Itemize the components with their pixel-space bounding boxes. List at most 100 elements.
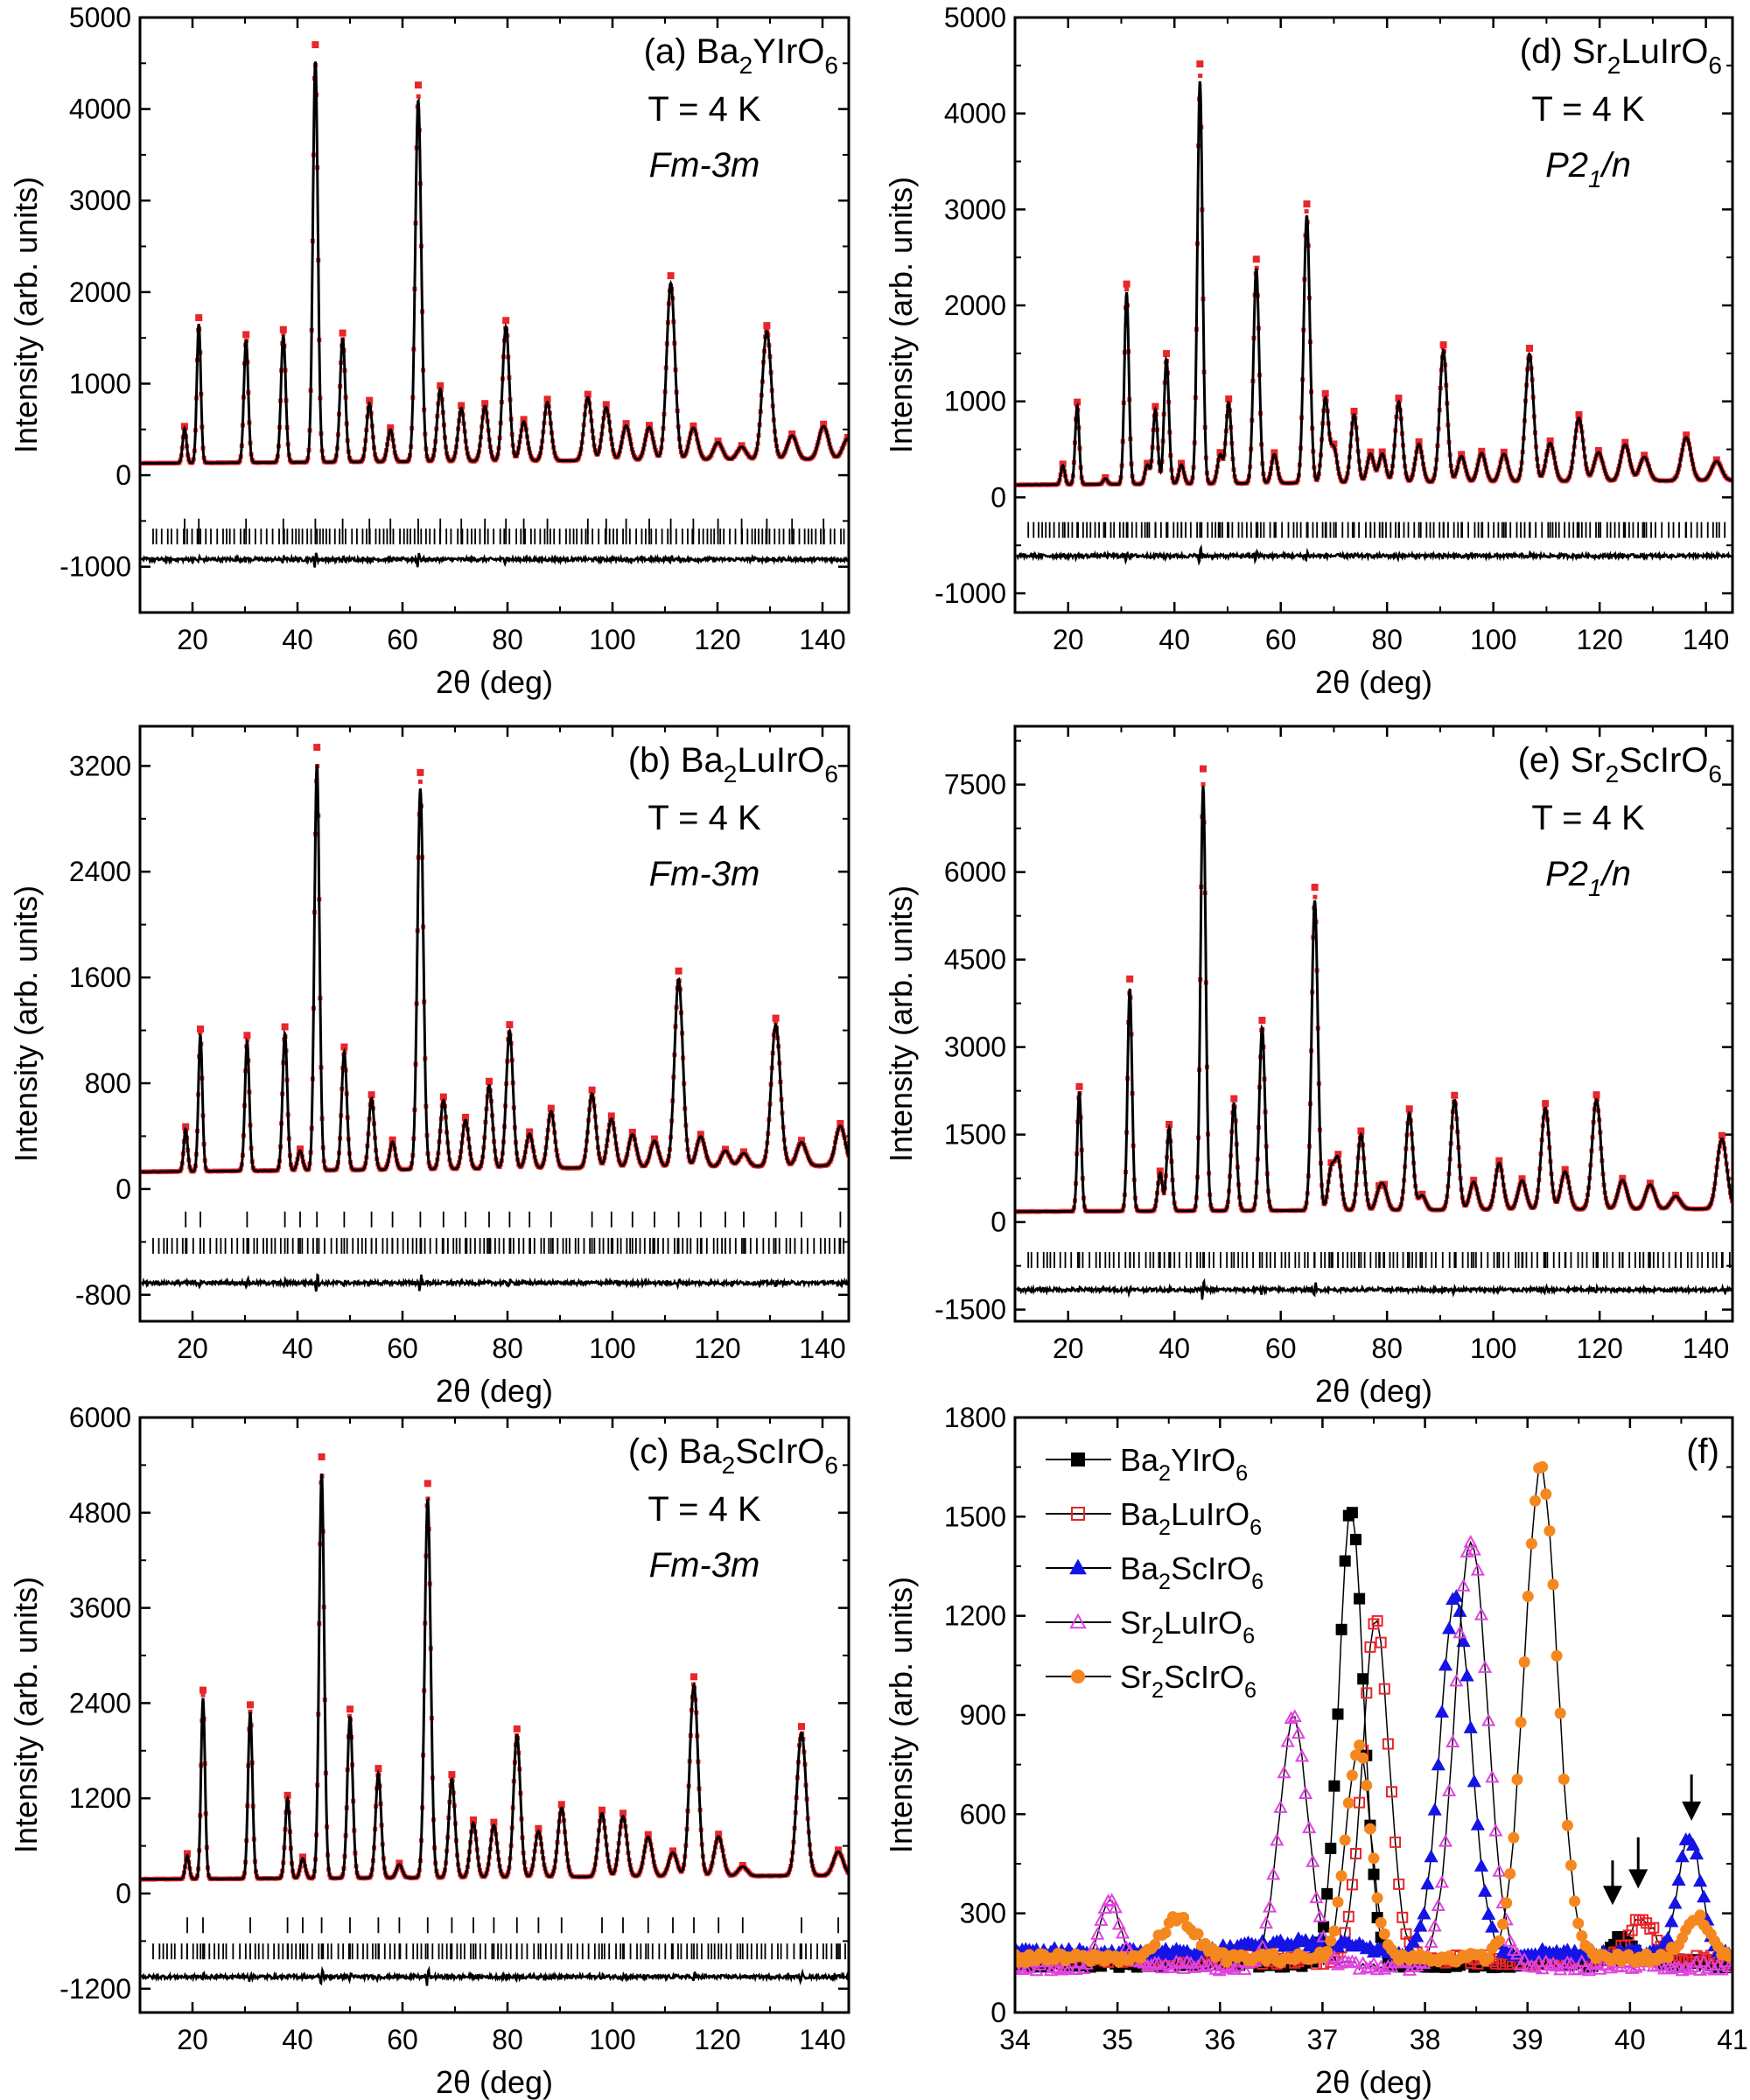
panel-letter: (a) [644,32,696,71]
observed-peak-point [557,1801,565,1809]
observed-series [1015,781,1732,1214]
observed-peak-point [1350,408,1358,415]
x-tick-label: 140 [799,1333,845,1364]
x-tick-label: 100 [1470,1333,1516,1364]
observed-peak-point [1594,447,1602,454]
y-tick-label: 1000 [944,386,1006,417]
x-tick-label: 80 [1371,1333,1403,1364]
observed-peak-point [690,1673,697,1681]
observed-peak-point [197,1026,204,1032]
y-tick-label: 5000 [69,2,131,33]
observed-peak-point [1478,447,1486,455]
plot-area [140,41,849,568]
x-tick-label: 20 [177,624,208,655]
observed-point [417,779,423,784]
bragg-tick-row [152,1237,845,1254]
observed-peak-point [1378,448,1386,456]
observed-point [774,1019,778,1025]
difference-line [1015,543,1732,566]
calculated-line [1016,80,1732,486]
x-tick-label: 140 [1683,1333,1729,1364]
x-tick-label: 120 [1576,1333,1622,1364]
observed-peak-point [195,314,203,322]
observed-peak-point [1196,60,1204,68]
y-tick-label: 1000 [69,368,131,399]
y-axis-label: Intensity (arb. units) [8,177,44,453]
observed-peak-point [820,420,828,428]
observed-peak-point [798,1137,805,1144]
x-tick-label: 140 [799,624,845,655]
calculated-line [141,1474,849,1881]
text-segment: Fm-3m [649,146,760,185]
plot-area [1015,60,1732,566]
observed-peak-point [481,400,489,408]
observed-peak-point [1683,431,1690,439]
x-tick-label: 120 [694,624,740,655]
y-tick-label: 4000 [944,98,1006,130]
text-segment: Ba [696,32,740,71]
observed-peak-point [1575,411,1583,418]
x-tick-label: 120 [694,1333,740,1364]
difference-line [140,1965,849,1986]
observed-peak-point [1641,452,1648,459]
y-axis-label: Intensity (arb. units) [8,886,44,1162]
observed-peak-point [366,396,374,404]
observed-peak-point [1395,394,1403,402]
observed-peak-point [1458,451,1466,458]
observed-peak-point [415,81,422,89]
observed-peak-point [462,1113,469,1121]
observed-peak-point [651,1135,658,1143]
observed-peak-point [346,1705,354,1713]
y-tick-label: 0 [116,1173,131,1205]
observed-peak-point [1500,448,1508,456]
observed-peak-point [424,1480,431,1488]
observed-peak-point [439,1093,447,1101]
text-segment: P2 [1545,146,1588,185]
panel-title: (b) Ba2LuIrO6 [628,741,838,788]
y-axis-label: Intensity (arb. units) [883,886,919,1162]
observed-peak-point [602,401,610,409]
space-group-label: Fm-3m [649,1546,760,1585]
y-axis-label: Intensity (arb. units) [883,177,919,453]
x-tick-label: 20 [177,2024,208,2055]
y-tick-label: -800 [75,1279,131,1311]
y-tick-label: -1500 [934,1294,1006,1326]
observed-peak-point [669,1847,676,1855]
observed-point [281,331,286,336]
space-group-label: Fm-3m [649,855,760,893]
bragg-tick-row [152,1943,846,1960]
observed-peak-point [242,331,250,339]
observed-point [1198,74,1203,79]
observed-peak-point [646,422,653,430]
observed-peak-point [339,329,346,337]
observed-peak-point [502,317,510,325]
observed-peak-point [243,1032,251,1040]
y-tick-label: 2000 [69,276,131,308]
observed-peak-point [1270,449,1278,457]
observed-peak-point [1178,459,1186,467]
observed-peak-point [772,1014,780,1022]
observed-peak-point [247,1701,254,1709]
plot-area [140,1453,849,1986]
observed-peak-point [313,744,321,752]
y-tick-label: 4800 [69,1497,131,1529]
x-tick-label: 40 [1158,1333,1190,1364]
x-tick-label: 80 [1371,624,1403,655]
y-axis-label: Intensity (arb. units) [8,1577,44,1853]
observed-peak-point [588,1086,596,1094]
y-tick-label: 1600 [69,962,131,993]
x-axis-label: 2θ (deg) [436,664,553,700]
text-segment: Ba [679,1432,723,1471]
y-tick-label: -1000 [60,551,131,583]
observed-peak-point [607,1112,615,1120]
temperature-label: T = 4 K [648,1490,761,1529]
observed-peak-point [437,382,444,389]
y-tick-label: 6000 [69,1402,131,1433]
text-segment: 2 [724,760,738,788]
observed-peak-point [696,1130,704,1138]
observed-peak-point [644,1830,652,1838]
observed-peak-point [622,420,630,428]
text-segment: 1 [1588,165,1602,192]
x-tick-label: 40 [1158,624,1190,655]
x-tick-label: 40 [282,2024,313,2055]
